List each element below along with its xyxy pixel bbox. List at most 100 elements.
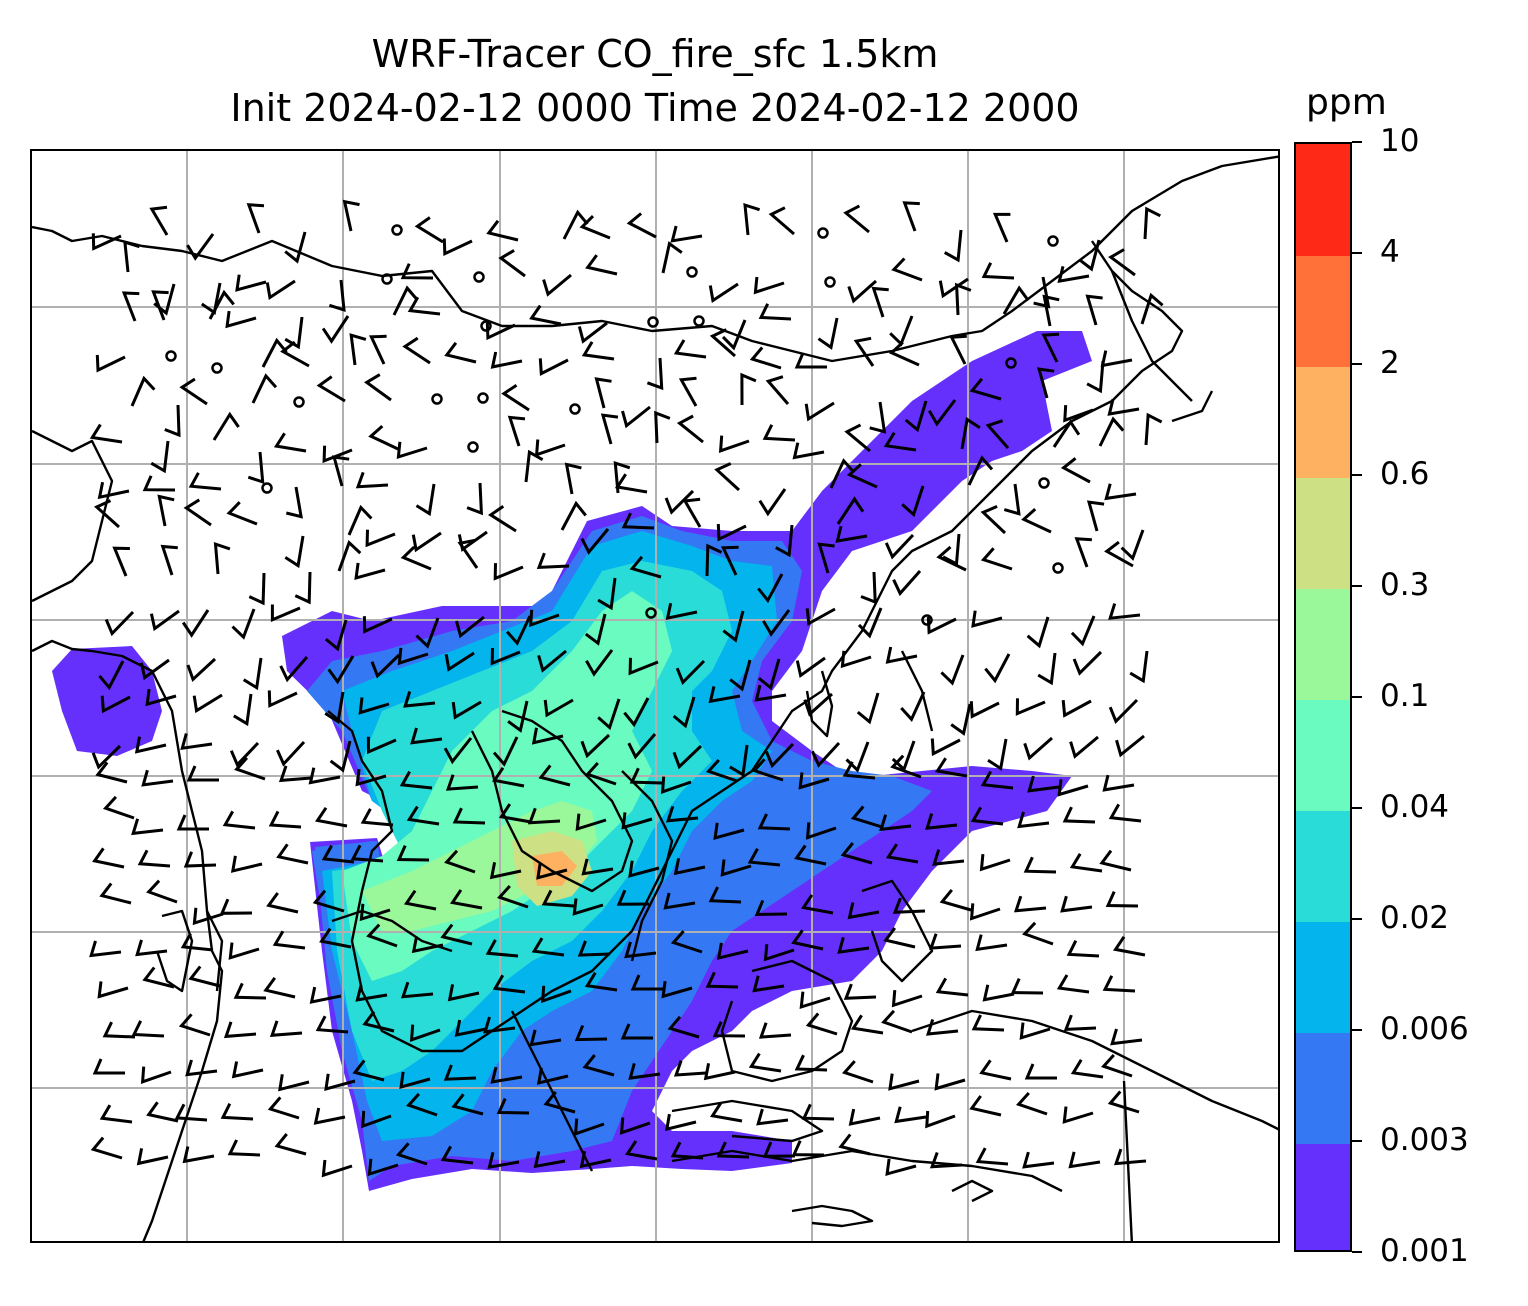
wind-barb [227, 1139, 261, 1157]
wind-barb [768, 206, 795, 236]
wind-barb [102, 1021, 136, 1039]
wind-barb [594, 377, 612, 409]
colorbar-segment [1296, 810, 1350, 922]
wind-barb [399, 1071, 431, 1090]
wind-barb [573, 1118, 605, 1136]
wind-barb [762, 609, 791, 637]
calm-wind-circle [473, 271, 485, 283]
wind-barb [623, 697, 650, 728]
wind-barb [581, 858, 614, 876]
wind-barb [234, 756, 266, 781]
wind-barb [883, 431, 917, 452]
calm-wind-circle [1038, 477, 1050, 489]
wind-barb [366, 923, 398, 948]
wind-barb [541, 985, 572, 1004]
wind-barb [883, 927, 916, 949]
wind-barb [817, 542, 835, 574]
wind-barb [284, 316, 304, 350]
wind-barb [363, 373, 392, 402]
wind-barb [705, 971, 739, 989]
wind-barb [266, 892, 299, 914]
wind-barb [836, 496, 865, 525]
wind-barb [709, 328, 736, 358]
wind-barb [729, 744, 749, 778]
wind-barb [891, 989, 923, 1008]
wind-barb [1063, 1014, 1097, 1032]
wind-barb [597, 698, 621, 731]
wind-barb [938, 277, 969, 299]
wind-barb [541, 889, 575, 908]
wind-barb [179, 377, 208, 406]
wind-barb [1085, 294, 1103, 326]
calm-wind-circle [480, 320, 492, 332]
wind-barb [141, 769, 174, 787]
wind-barb [139, 658, 170, 681]
wind-barb [843, 983, 877, 1000]
wind-barb [764, 742, 795, 769]
wind-barb [929, 1151, 963, 1169]
calm-wind-circle [477, 392, 489, 404]
wind-barb [763, 944, 795, 962]
wind-barb [370, 653, 401, 679]
wind-barb [1108, 248, 1136, 277]
wind-barb [620, 1023, 653, 1040]
wind-barb [284, 231, 307, 264]
colorbar-tick [1352, 918, 1362, 920]
wind-barb [91, 233, 122, 251]
wind-barb [524, 449, 544, 483]
calm-wind-circle [1047, 235, 1059, 247]
wind-barb [837, 937, 870, 954]
wind-barb [270, 604, 301, 622]
wind-barb [123, 240, 140, 273]
wind-barb [613, 460, 631, 494]
coastline [671, 1099, 824, 1143]
wind-barb [321, 844, 355, 864]
wind-barb [756, 1108, 789, 1126]
wind-barb [534, 439, 566, 457]
wind-barb [285, 486, 303, 519]
wind-barb [757, 813, 791, 831]
wind-barb [485, 939, 519, 958]
wind-barb [971, 1014, 1005, 1032]
wind-barb [1086, 500, 1105, 532]
wind-barb [803, 692, 834, 717]
wind-barb [885, 646, 918, 664]
coastline [861, 879, 934, 983]
wind-barb [792, 442, 825, 460]
wind-barb [406, 1092, 438, 1117]
wind-barb [1102, 774, 1135, 792]
colorbar-units: ppm [1306, 82, 1387, 123]
wind-barb [97, 981, 129, 999]
coastline [671, 1149, 1063, 1193]
wind-barb [414, 216, 444, 244]
wind-barb [279, 656, 309, 683]
wind-barb [1098, 416, 1125, 447]
colorbar-tick [1352, 696, 1362, 698]
colorbar-tick-label: 0.006 [1380, 1011, 1469, 1047]
wind-barb [661, 241, 683, 274]
wind-barb [703, 1063, 736, 1081]
wind-barb [1023, 856, 1057, 874]
wind-barb [748, 1052, 782, 1073]
wind-barb [445, 774, 479, 791]
wind-barb [894, 1106, 927, 1124]
wind-barb [1015, 698, 1046, 716]
wind-barb [99, 1104, 133, 1124]
wind-barb [415, 617, 440, 649]
wind-barb [926, 617, 957, 635]
wind-barb [884, 533, 915, 560]
wind-barb [444, 849, 476, 874]
wind-barb [251, 373, 278, 404]
colorbar-tick-label: 10 [1380, 123, 1420, 159]
wind-barb [794, 352, 827, 369]
wind-barb [145, 688, 177, 707]
wind-barb [1069, 735, 1099, 759]
wind-barb [751, 758, 784, 782]
wind-barb [362, 616, 393, 634]
wind-barb [186, 233, 215, 261]
wind-barb [1100, 350, 1133, 368]
calm-wind-circle [817, 227, 829, 239]
colorbar-segment [1296, 477, 1350, 589]
wind-barb [327, 655, 355, 685]
wind-barb [451, 700, 482, 720]
